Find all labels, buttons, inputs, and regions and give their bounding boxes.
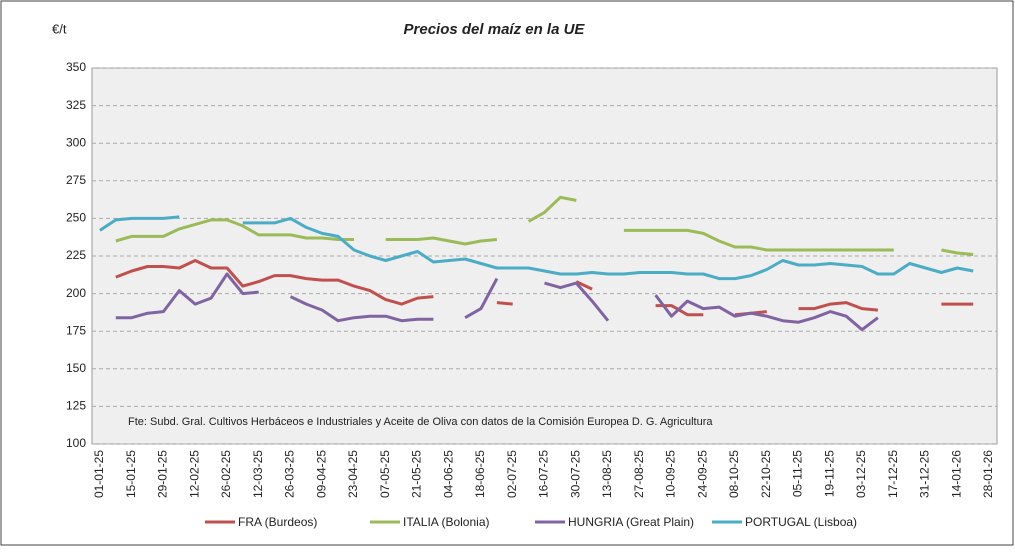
y-axis-label: €/t xyxy=(52,21,67,36)
x-tick-label: 29-01-25 xyxy=(156,450,170,498)
x-tick-label: 03-12-25 xyxy=(854,450,868,498)
x-tick-label: 18-06-25 xyxy=(473,450,487,498)
x-tick-label: 23-04-25 xyxy=(346,450,360,498)
x-tick-label: 10-09-25 xyxy=(664,450,678,498)
chart-title: Precios del maíz en la UE xyxy=(404,21,586,38)
x-tick-label: 21-05-25 xyxy=(410,450,424,498)
series-line xyxy=(99,215,974,281)
series-line xyxy=(115,195,974,256)
legend-label: HUNGRIA (Great Plain) xyxy=(568,515,694,529)
x-tick-label: 26-02-25 xyxy=(219,450,233,498)
legend-label: FRA (Burdeos) xyxy=(238,515,317,529)
y-tick-label: 250 xyxy=(66,211,86,225)
legend-label: ITALIA (Bolonia) xyxy=(403,515,489,529)
y-tick-label: 150 xyxy=(66,361,86,375)
series-line xyxy=(115,272,879,332)
legend-label: PORTUGAL (Lisboa) xyxy=(745,515,857,529)
y-tick-label: 100 xyxy=(66,436,86,450)
y-tick-label: 350 xyxy=(66,60,86,74)
y-tick-label: 300 xyxy=(66,135,86,149)
y-tick-label: 325 xyxy=(66,98,86,112)
x-tick-label: 02-07-25 xyxy=(505,450,519,498)
x-tick-label: 05-11-25 xyxy=(791,450,805,497)
x-tick-label: 17-12-25 xyxy=(886,450,900,498)
x-tick-label: 13-08-25 xyxy=(600,450,614,498)
y-tick-label: 175 xyxy=(66,323,86,337)
y-tick-label: 125 xyxy=(66,399,86,413)
x-tick-label: 01-01-25 xyxy=(92,450,106,498)
x-tick-label: 08-10-25 xyxy=(727,450,741,498)
x-tick-label: 27-08-25 xyxy=(632,450,646,498)
x-tick-label: 14-01-26 xyxy=(949,450,963,498)
x-tick-label: 12-03-25 xyxy=(251,450,265,498)
x-tick-label: 28-01-26 xyxy=(981,450,995,498)
x-tick-label: 24-09-25 xyxy=(695,450,709,498)
x-tick-label: 30-07-25 xyxy=(568,450,582,498)
x-tick-label: 04-06-25 xyxy=(441,450,455,498)
x-tick-label: 19-11-25 xyxy=(822,450,836,497)
x-tick-label: 16-07-25 xyxy=(537,450,551,498)
x-tick-label: 09-04-25 xyxy=(314,450,328,498)
x-tick-label: 22-10-25 xyxy=(759,450,773,498)
x-tick-label: 12-02-25 xyxy=(187,450,201,498)
x-tick-label: 26-03-25 xyxy=(283,450,297,498)
annotation: Fte: Subd. Gral. Cultivos Herbáceos e In… xyxy=(128,416,713,428)
x-tick-label: 15-01-25 xyxy=(124,450,138,498)
y-tick-label: 275 xyxy=(66,173,86,187)
y-tick-label: 200 xyxy=(66,286,86,300)
y-tick-label: 225 xyxy=(66,248,86,262)
x-tick-label: 07-05-25 xyxy=(378,450,392,498)
x-tick-label: 31-12-25 xyxy=(918,450,932,498)
